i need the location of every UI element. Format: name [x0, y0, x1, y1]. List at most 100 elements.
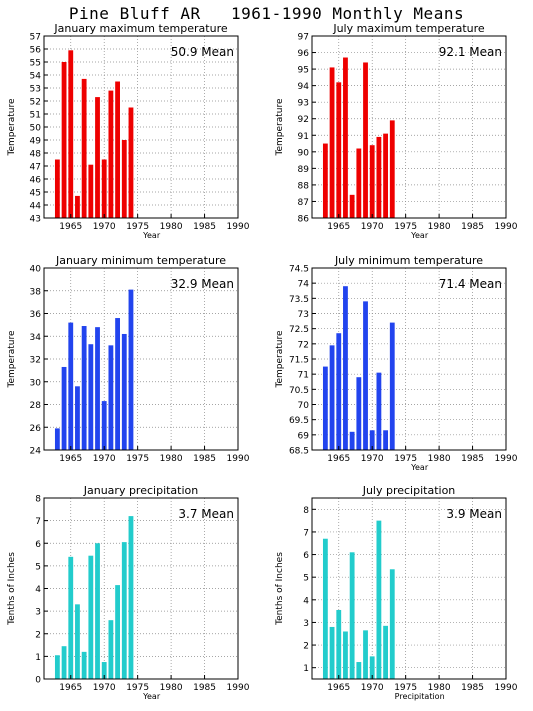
chart-1-ytick-label: 93 [298, 99, 309, 109]
chart-2-ytick-label: 28 [30, 401, 42, 411]
chart-2-bar-1970 [101, 401, 107, 450]
chart-3-xtick-label: 1980 [428, 454, 451, 464]
chart-1-ytick-label: 97 [298, 33, 309, 43]
chart-1-bar-1965 [336, 82, 342, 218]
chart-0-ytick-label: 43 [30, 215, 41, 225]
chart-1-ylabel: Temperature [275, 98, 285, 156]
chart-3-ytick-label: 73.5 [289, 295, 309, 305]
chart-4-ytick-label: 0 [35, 676, 41, 686]
chart-5-ytick-label: 2 [303, 642, 309, 652]
chart-2-bar-1966 [75, 386, 80, 450]
chart-3-xlabel: Year [410, 463, 429, 472]
chart-0-bar-1963 [54, 159, 60, 218]
chart-0-bar-1970 [101, 159, 107, 218]
chart-0-ytick-label: 56 [30, 46, 42, 56]
chart-5-xtick-label: 1985 [461, 683, 484, 693]
chart-5-title: July precipitation [362, 484, 456, 497]
chart-4-bar-1974 [128, 516, 134, 679]
chart-4-xlabel: Year [142, 692, 161, 701]
chart-5-bar-1968 [356, 662, 362, 679]
chart-0-ytick-label: 53 [30, 85, 41, 95]
chart-3-ylabel: Temperature [275, 330, 285, 388]
chart-5-ylabel: Tenths of Inches [275, 552, 285, 626]
chart-0-xtick-label: 1975 [126, 222, 149, 232]
chart-0-xtick-label: 1980 [160, 222, 183, 232]
chart-1-xtick-label: 1990 [495, 222, 518, 232]
chart-0-bar-1972 [115, 81, 120, 218]
chart-1-xlabel: Year [410, 231, 429, 240]
chart-3-bar-1973 [389, 322, 395, 450]
chart-4-ytick-label: 3 [35, 608, 41, 618]
chart-2-bar-1974 [128, 289, 134, 450]
chart-0-ytick-label: 48 [30, 150, 42, 160]
chart-3-ytick-label: 72.5 [289, 325, 309, 335]
chart-1-ytick-label: 89 [298, 165, 310, 175]
chart-0-xtick-label: 1990 [227, 222, 250, 232]
chart-4-ytick-label: 1 [35, 653, 41, 663]
chart-3-ytick-label: 74 [298, 280, 310, 290]
chart-0-ytick-label: 49 [30, 137, 42, 147]
chart-1-ytick-label: 91 [298, 132, 309, 142]
chart-5-bar-1967 [349, 552, 355, 679]
chart-4-xtick-label: 1965 [59, 683, 82, 693]
chart-3-bar-1968 [356, 377, 362, 450]
chart-4-bar-1966 [75, 604, 80, 679]
chart-5-xtick-label: 1990 [495, 683, 518, 693]
chart-2-bar-1971 [108, 345, 114, 450]
chart-4-bar-1972 [115, 585, 120, 679]
chart-3-bar-1969 [363, 301, 368, 450]
chart-4-bar-1970 [101, 662, 107, 679]
chart-3-ytick-label: 70.5 [289, 386, 309, 396]
chart-1-ytick-label: 94 [298, 82, 310, 92]
chart-4-bar-1973 [121, 542, 127, 679]
chart-0-ytick-label: 54 [30, 72, 42, 82]
chart-2-xtick-label: 1970 [93, 454, 116, 464]
chart-3-ytick-label: 74.5 [289, 265, 309, 275]
chart-0-bar-1966 [75, 195, 80, 218]
chart-1-bar-1972 [383, 133, 388, 218]
chart-2-mean-label: 32.9 Mean [171, 277, 234, 291]
chart-0-xlabel: Year [142, 231, 161, 240]
chart-2-bar-1973 [121, 333, 127, 450]
chart-1-bar-1968 [356, 148, 362, 218]
chart-3-ytick-label: 70 [298, 401, 310, 411]
chart-3-ytick-label: 68.5 [289, 447, 309, 457]
chart-4-bar-1965 [68, 556, 74, 679]
chart-1-title: July maximum temperature [332, 22, 485, 35]
chart-5-ytick-label: 8 [303, 506, 309, 516]
chart-2-xtick-label: 1985 [193, 454, 216, 464]
chart-2-bar-1965 [68, 322, 74, 450]
chart-4-bar-1967 [81, 651, 87, 679]
chart-2-xtick-label: 1975 [126, 454, 149, 464]
chart-1-bar-1964 [329, 67, 335, 218]
chart-3-xtick-label: 1985 [461, 454, 484, 464]
chart-3-bar-1967 [349, 431, 355, 450]
chart-5-xtick-label: 1965 [327, 683, 350, 693]
chart-1-xtick-label: 1975 [394, 222, 417, 232]
chart-2-bar-1972 [115, 318, 120, 450]
chart-3-ytick-label: 72 [298, 340, 309, 350]
chart-4-ytick-label: 5 [35, 562, 41, 572]
chart-1-ytick-label: 90 [298, 148, 310, 158]
chart-4-title: January precipitation [83, 484, 199, 497]
chart-1-xtick-label: 1985 [461, 222, 484, 232]
chart-4-bar-1964 [61, 646, 67, 679]
chart-5-mean-label: 3.9 Mean [446, 507, 502, 521]
chart-5-bar-1973 [389, 569, 395, 679]
chart-4-ytick-label: 6 [35, 540, 41, 550]
chart-3-mean-label: 71.4 Mean [439, 277, 502, 291]
chart-4-mean-label: 3.7 Mean [178, 507, 234, 521]
chart-0-xtick-label: 1970 [93, 222, 116, 232]
chart-5-xlabel: Precipitation [395, 692, 445, 701]
chart-0-ytick-label: 44 [30, 202, 42, 212]
chart-0-ytick-label: 45 [30, 189, 41, 199]
chart-1-ytick-label: 86 [298, 215, 310, 225]
chart-2-bar-1964 [61, 366, 67, 450]
chart-4-ytick-label: 8 [35, 495, 41, 505]
chart-3-xtick-label: 1970 [361, 454, 384, 464]
chart-5-ytick-label: 5 [303, 574, 309, 584]
chart-0-xtick-label: 1965 [59, 222, 82, 232]
chart-3-xtick-label: 1975 [394, 454, 417, 464]
chart-jan-min-temp: January minimum temperature 24 26 28 30 32 34 3… [7, 254, 250, 464]
chart-3-bar-1963 [322, 366, 328, 450]
